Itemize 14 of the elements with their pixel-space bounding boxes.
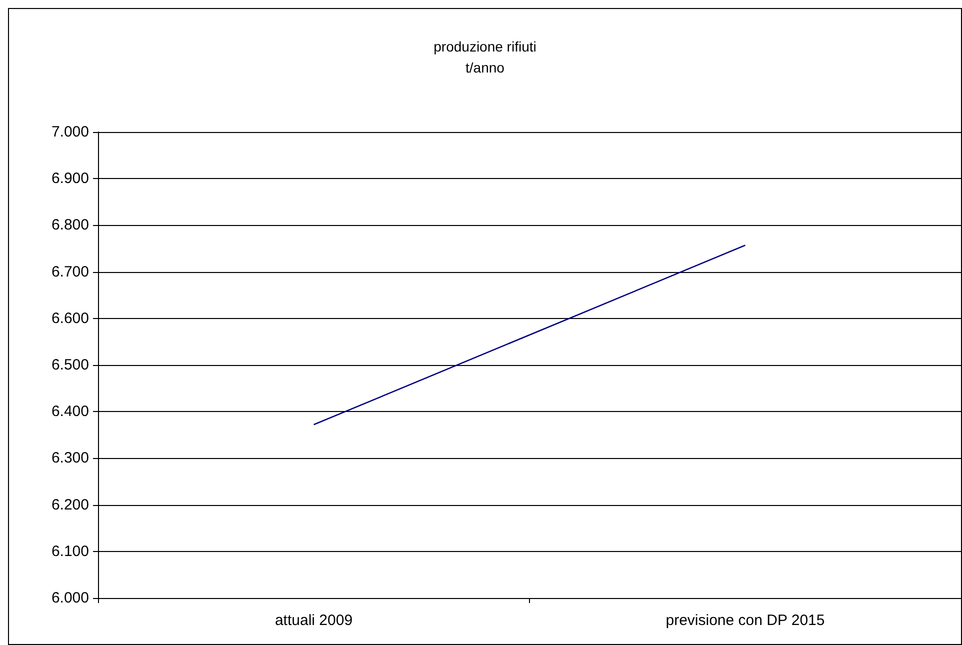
x-tick-label: previsione con DP 2015: [666, 612, 825, 629]
y-tick-label: 6.800: [51, 216, 89, 234]
y-tick-label: 6.100: [51, 542, 89, 560]
y-tick-label: 6.500: [51, 356, 89, 374]
y-tick-label: 6.600: [51, 310, 89, 327]
y-tick-label: 6.900: [51, 170, 89, 188]
y-tick-label: 6.200: [51, 496, 89, 514]
y-tick-label: 7.000: [51, 124, 89, 140]
y-tick-label: 6.000: [51, 590, 89, 606]
y-tick-label: 6.300: [51, 450, 89, 467]
y-tick-label: 6.700: [51, 263, 89, 280]
y-tick-label: 6.400: [51, 403, 89, 420]
x-tick-label: attuali 2009: [274, 612, 353, 629]
chart-title: produzione rifiuti t/anno: [434, 38, 536, 76]
